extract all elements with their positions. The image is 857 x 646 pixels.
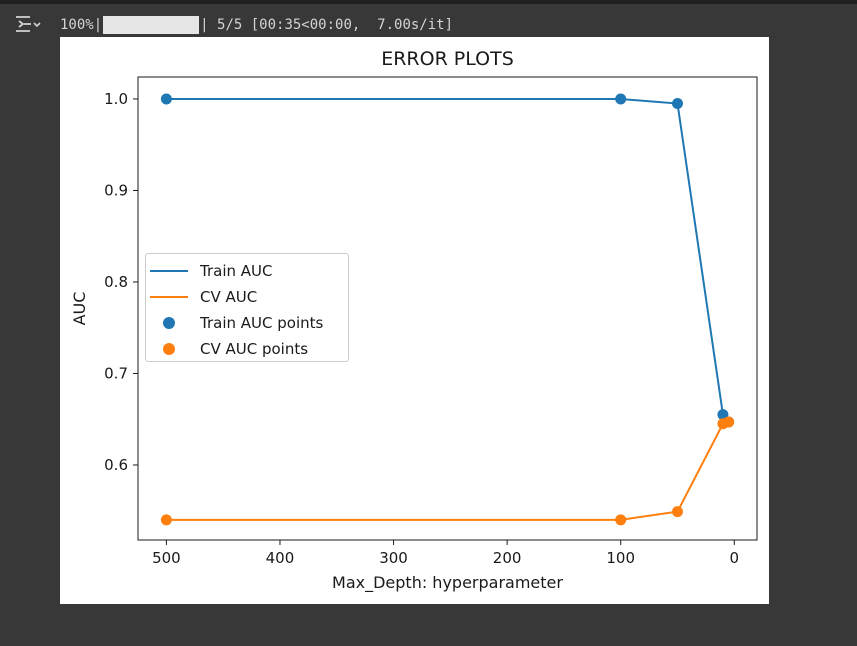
- x-tick-label: 100: [606, 549, 635, 567]
- progress-bar: [103, 16, 200, 34]
- x-tick-label: 0: [730, 549, 740, 567]
- y-axis-label: AUC: [70, 292, 89, 326]
- legend-label-train-auc-points: Train AUC points: [200, 314, 324, 332]
- output-toggle-icon[interactable]: [12, 12, 42, 36]
- y-tick-label: 0.6: [104, 456, 128, 474]
- plot-figure: ERROR PLOTS 500 400 300 200 100 0 0.6 0.7 0.8 0.9 1…: [60, 37, 769, 604]
- train-auc-point: [160, 93, 172, 105]
- error-plot-chart: ERROR PLOTS 500 400 300 200 100 0 0.6 0.7 0.8 0.9 1…: [70, 48, 758, 593]
- y-tick-label: 0.8: [104, 273, 128, 291]
- progress-status: | 5/5 [00:35<00:00, 7.00s/it]: [200, 17, 454, 33]
- y-tick-label: 0.7: [104, 364, 128, 382]
- progress-output: 100%| | 5/5 [00:35<00:00, 7.00s/it]: [60, 15, 453, 35]
- legend-entry-cv-auc: CV AUC: [146, 285, 257, 309]
- cv-auc-point: [160, 514, 172, 526]
- legend-swatch-cv-line: [150, 296, 188, 298]
- x-tick-label: 300: [379, 549, 408, 567]
- legend-swatch-train-line: [150, 270, 188, 272]
- train-auc-point: [615, 93, 627, 105]
- legend-swatch-train-dot: [163, 317, 175, 329]
- legend-label-cv-auc: CV AUC: [200, 288, 258, 306]
- legend-entry-cv-auc-points: CV AUC points: [146, 337, 308, 361]
- cv-auc-point: [671, 506, 683, 518]
- legend-entry-train-auc: Train AUC: [146, 259, 272, 283]
- legend-entry-train-auc-points: Train AUC points: [146, 311, 323, 335]
- progress-percent: 100%|: [60, 17, 103, 33]
- x-tick-label: 500: [152, 549, 181, 567]
- x-tick-label: 200: [493, 549, 522, 567]
- plot-area-frame: [137, 76, 758, 541]
- x-tick-label: 400: [266, 549, 295, 567]
- x-axis-label: Max_Depth: hyperparameter: [332, 573, 563, 593]
- cv-auc-point: [723, 416, 735, 428]
- cv-auc-point: [615, 514, 627, 526]
- top-border: [0, 0, 857, 4]
- chart-legend: Train AUC CV AUC Train AUC points CV AUC…: [145, 253, 349, 362]
- train-auc-point: [671, 98, 683, 110]
- legend-label-cv-auc-points: CV AUC points: [200, 340, 309, 358]
- y-tick-label: 1.0: [104, 90, 128, 108]
- chart-title: ERROR PLOTS: [381, 48, 514, 70]
- cv-auc-line: [166, 421, 729, 521]
- legend-label-train-auc: Train AUC: [200, 262, 273, 280]
- y-tick-label: 0.9: [104, 181, 128, 199]
- legend-swatch-cv-dot: [163, 343, 175, 355]
